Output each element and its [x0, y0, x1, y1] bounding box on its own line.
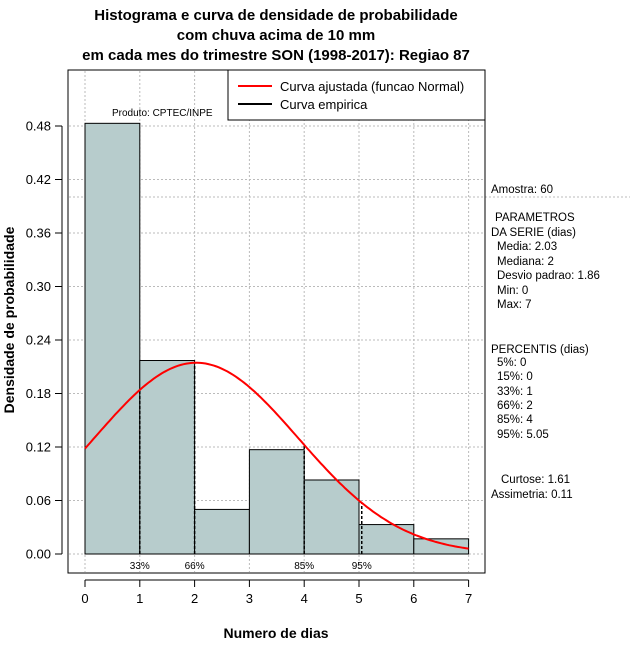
x-tick-label: 5	[355, 591, 362, 606]
legend: Curva ajustada (funcao Normal) Curva emp…	[227, 69, 486, 121]
percentile-label: 95%	[352, 561, 372, 572]
y-tick-label: 0.06	[26, 493, 51, 508]
histogram-bar	[84, 122, 141, 555]
y-tick-label: 0.36	[26, 226, 51, 241]
y-tick-label: 0.48	[26, 119, 51, 134]
legend-label-fit: Curva ajustada (funcao Normal)	[280, 79, 464, 94]
histogram-bar	[194, 508, 250, 555]
stat-sd: Desvio padrao: 1.86	[497, 270, 600, 282]
percentile-15: 15%: 0	[497, 371, 533, 383]
normal-fit-curve	[84, 361, 469, 550]
stat-kurtosis: Curtose: 1.61	[501, 474, 570, 486]
histogram-bar	[248, 449, 305, 555]
y-tick-label: 0.18	[26, 386, 51, 401]
chart-title-line-2: com chuva acima de 10 mm	[177, 27, 375, 44]
y-axis: 0.00 0.06 0.12 0.18 0.24 0.30 0.36 0.42 0.48	[26, 119, 63, 562]
histogram-bar	[358, 524, 415, 555]
chart-title-line-3: em cada mes do trimestre SON (1998-2017)…	[82, 47, 470, 64]
percentile-label: 85%	[294, 561, 314, 572]
x-tick-label: 1	[136, 591, 143, 606]
sample-size: Amostra: 60	[491, 184, 553, 196]
y-tick-label: 0.30	[26, 279, 51, 294]
x-tick-label: 2	[191, 591, 198, 606]
y-tick-label: 0.42	[26, 172, 51, 187]
percentile-markers: 33% 66% 85% 95%	[130, 362, 372, 572]
histogram-bar	[139, 360, 196, 555]
x-axis-label: Numero de dias	[223, 625, 328, 641]
params-subtitle: DA SERIE (dias)	[491, 227, 576, 239]
statistics-panel: Amostra: 60 PARAMETROS DA SERIE (dias) M…	[491, 184, 600, 501]
percentile-33: 33%: 1	[497, 386, 533, 398]
percentile-66: 66%: 2	[497, 400, 533, 412]
percentile-85: 85%: 4	[497, 414, 533, 426]
percentile-5: 5%: 0	[497, 357, 526, 369]
x-tick-label: 3	[246, 591, 253, 606]
stat-min: Min: 0	[497, 285, 528, 297]
stat-max: Max: 7	[497, 299, 532, 311]
histogram-bars	[84, 122, 470, 555]
x-tick-label: 0	[81, 591, 88, 606]
percentile-label: 33%	[130, 561, 150, 572]
percentile-label: 66%	[185, 561, 205, 572]
y-tick-label: 0.24	[26, 333, 51, 348]
x-tick-label: 4	[301, 591, 308, 606]
y-tick-label: 0.00	[26, 547, 51, 562]
chart-title-line-1: Histograma e curva de densidade de proba…	[94, 7, 457, 24]
x-axis: 0 1 2 3 4 5 6 7	[81, 579, 472, 606]
percentiles-title: PERCENTIS (dias)	[491, 344, 589, 356]
y-axis-label: Densidade de probabilidade	[1, 226, 17, 413]
x-tick-label: 7	[465, 591, 472, 606]
stat-skewness: Assimetria: 0.11	[491, 489, 573, 501]
legend-label-empirical: Curva empirica	[280, 97, 368, 112]
stat-mean: Media: 2.03	[497, 241, 557, 253]
histogram-bar	[303, 479, 360, 555]
params-title: PARAMETROS	[495, 212, 575, 224]
y-tick-label: 0.12	[26, 440, 51, 455]
percentile-95: 95%: 5.05	[497, 429, 549, 441]
histogram-bar	[413, 538, 470, 555]
stat-median: Mediana: 2	[497, 256, 554, 268]
legend-box	[227, 69, 486, 121]
x-tick-label: 6	[410, 591, 417, 606]
product-label: Produto: CPTEC/INPE	[112, 108, 213, 119]
